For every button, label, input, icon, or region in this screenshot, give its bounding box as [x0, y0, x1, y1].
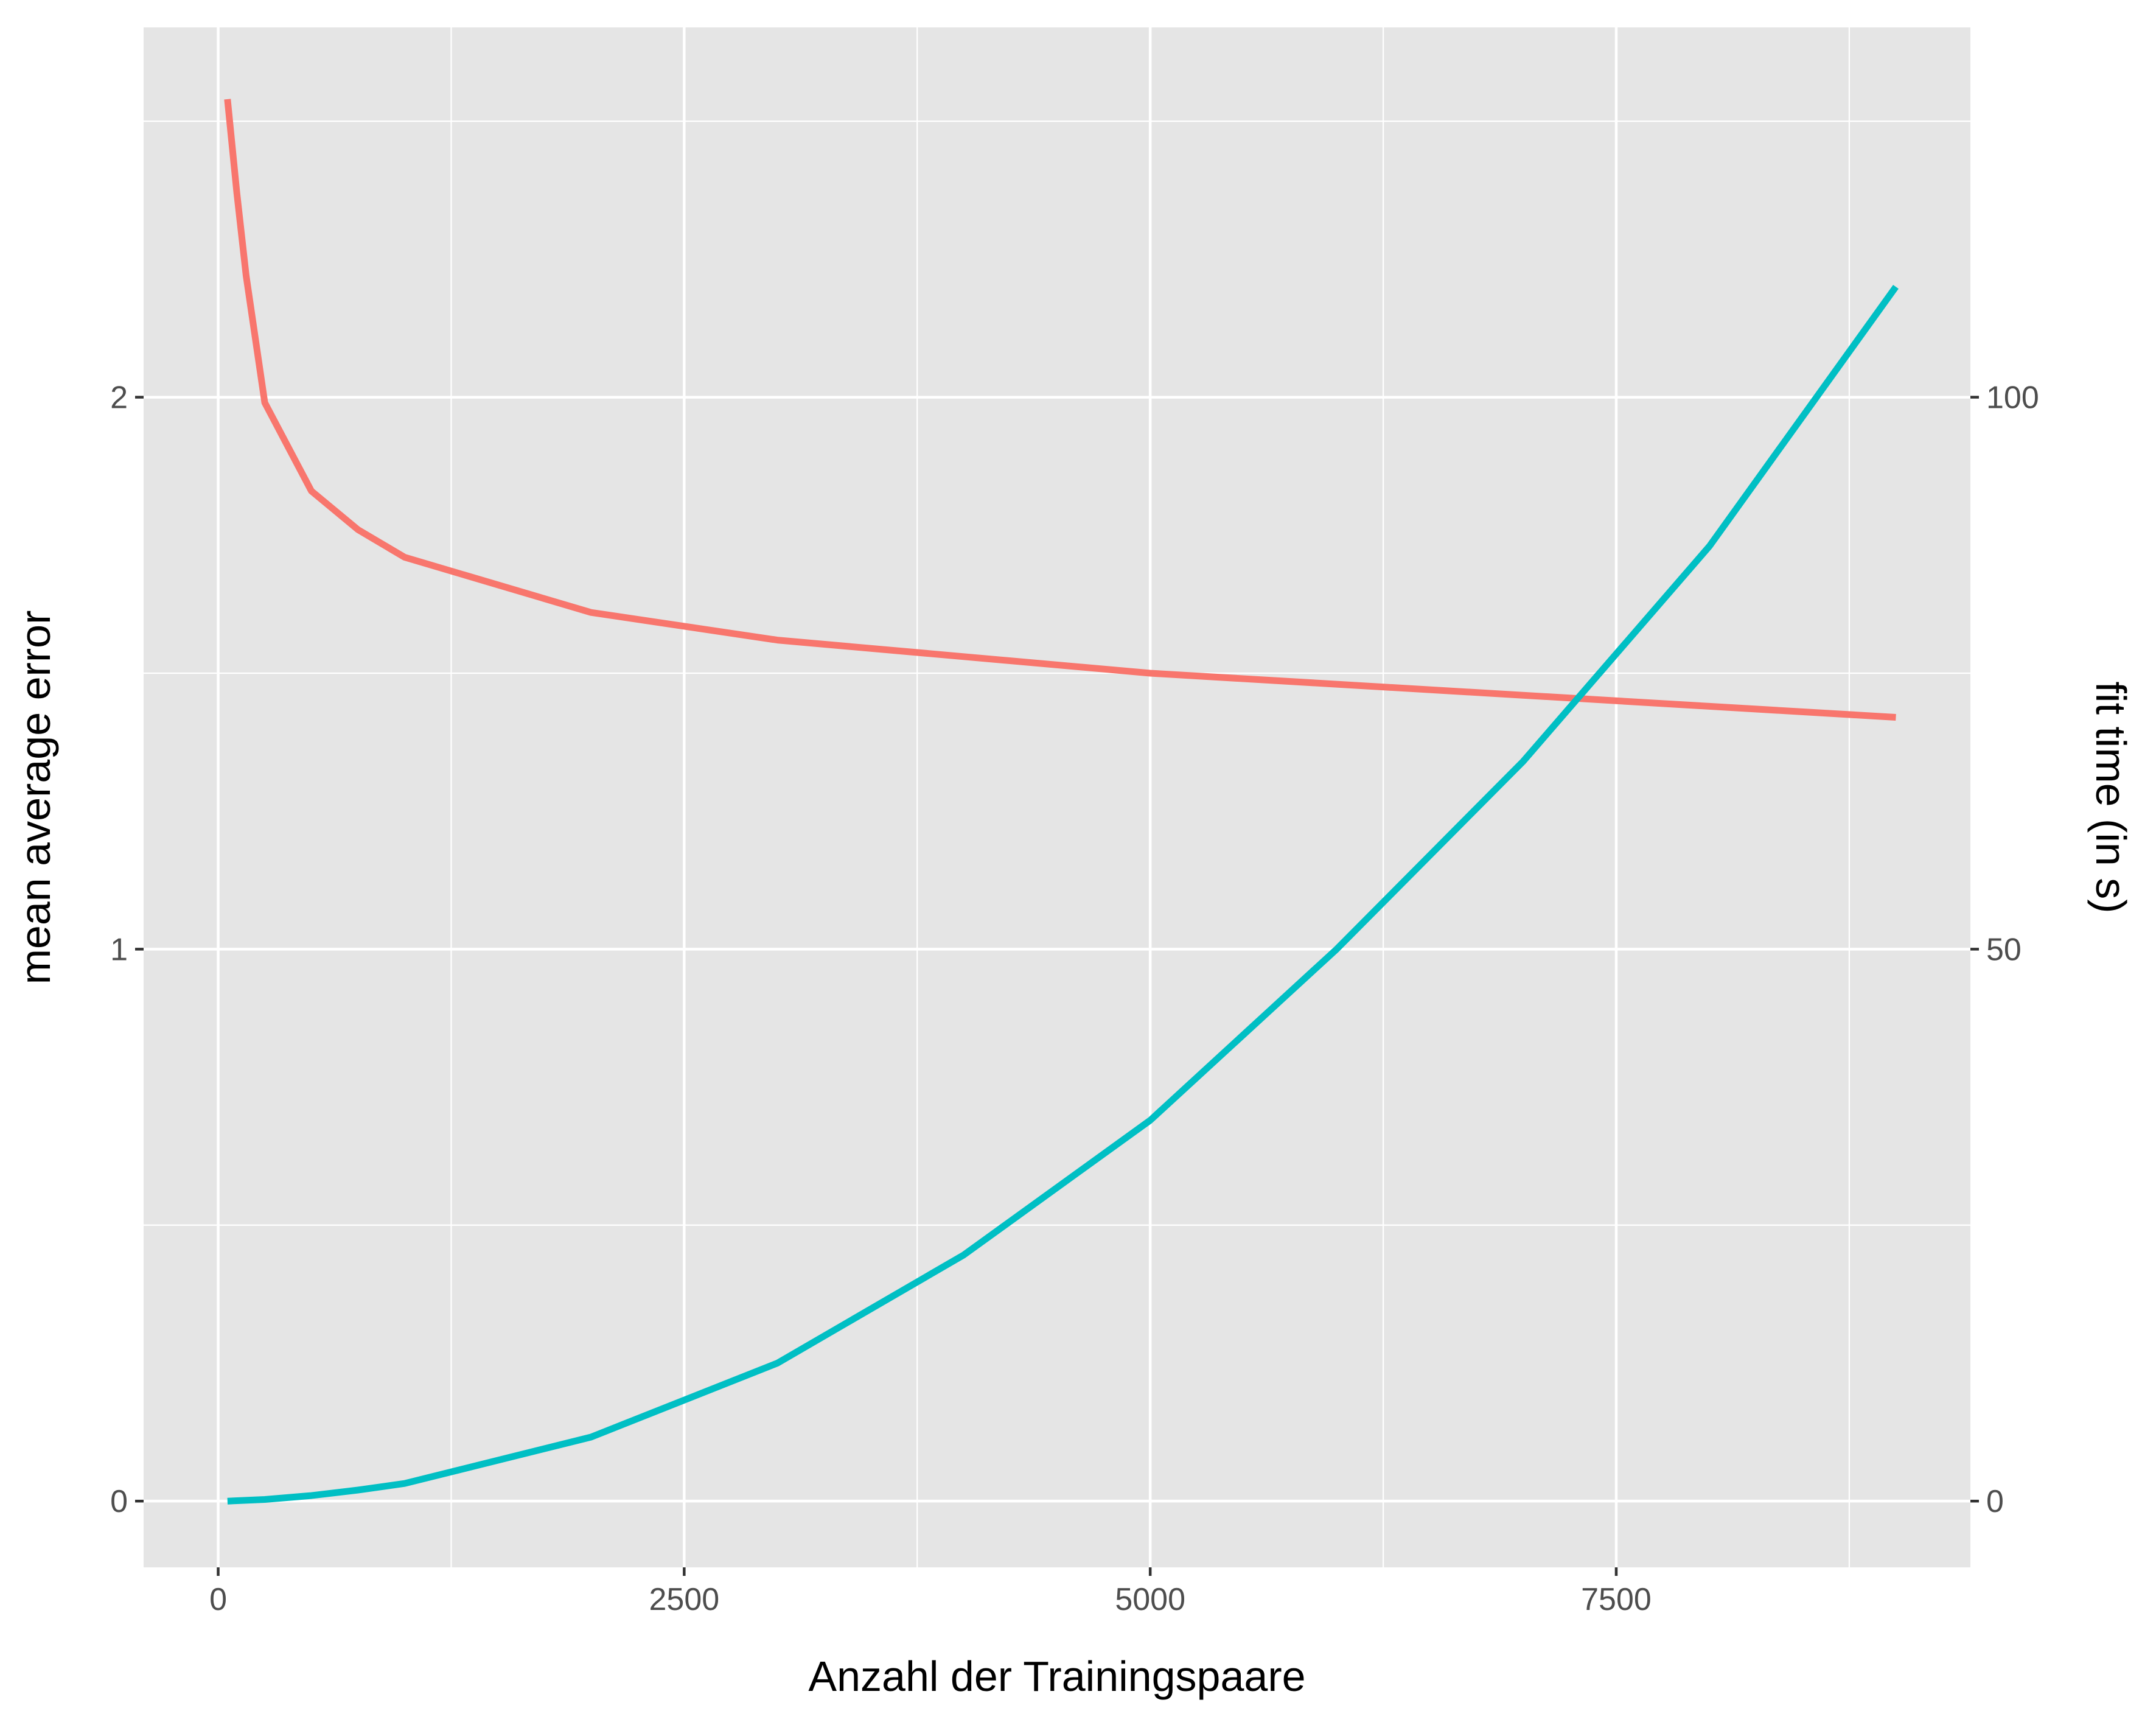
x-tick-label: 0: [209, 1582, 227, 1617]
y-axis-title: mean average error: [12, 611, 59, 985]
plot-panel: [144, 27, 1970, 1567]
x-tick-label: 2500: [649, 1582, 720, 1617]
error-series-line: [224, 99, 1896, 721]
y-tick-label: 2: [110, 380, 128, 416]
minor-gridlines: [144, 27, 1970, 1567]
y-tick-label: 0: [110, 1484, 128, 1519]
x-tick-label: 5000: [1115, 1582, 1185, 1617]
tick-marks: [135, 396, 1979, 1576]
fit-time-series-line: [227, 284, 1899, 1505]
y2-axis-title: fit time (in s): [2087, 681, 2135, 913]
tick-labels: 0 2500 5000 7500 0 1 2 0 50 100: [110, 380, 2039, 1617]
major-gridlines: [144, 27, 1970, 1567]
y2-tick-label: 100: [1986, 380, 2039, 416]
series-layer: [224, 99, 1899, 1505]
x-axis-title: Anzahl der Trainingspaare: [808, 1653, 1305, 1700]
y2-tick-label: 50: [1986, 932, 2022, 967]
x-tick-label: 7500: [1581, 1582, 1652, 1617]
y2-tick-label: 0: [1986, 1484, 2004, 1519]
y-tick-label: 1: [110, 932, 128, 967]
